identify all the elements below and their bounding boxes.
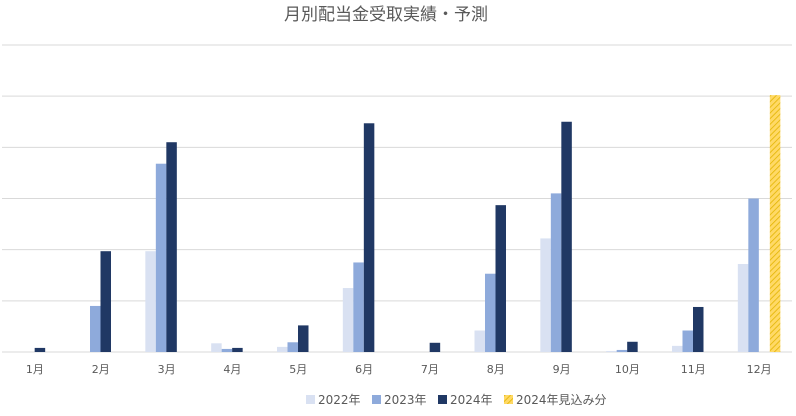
bar-2022年-6月 xyxy=(342,288,354,352)
legend-swatch xyxy=(372,395,381,404)
bar-2022年-3月 xyxy=(145,251,156,352)
bar-2023年-9月 xyxy=(550,193,562,352)
x-tick-label: 1月 xyxy=(26,363,44,376)
x-tick-label: 2月 xyxy=(92,363,110,376)
bar-2024年-11月 xyxy=(693,306,704,352)
bar-2024年-3月 xyxy=(166,142,177,352)
x-tick-label: 3月 xyxy=(158,363,176,376)
bar-2023年-10月 xyxy=(616,349,628,352)
bar-2024年見込み分-12月 xyxy=(769,95,781,352)
bar-2024年-1月 xyxy=(34,347,46,352)
legend-label: 2024年 xyxy=(450,393,493,407)
bar-2023年-12月 xyxy=(748,198,759,352)
bar-2022年-11月 xyxy=(672,345,683,352)
x-tick-label: 10月 xyxy=(615,363,640,376)
legend-label: 2024年見込み分 xyxy=(516,393,607,407)
legend-label: 2023年 xyxy=(384,393,427,407)
bar-2024年-7月 xyxy=(429,342,441,352)
x-tick-label: 6月 xyxy=(355,363,373,376)
bar-2022年-9月 xyxy=(540,238,551,352)
x-tick-label: 7月 xyxy=(421,363,439,376)
bars xyxy=(34,95,781,352)
bar-2024年-2月 xyxy=(100,251,111,352)
bar-2024年-9月 xyxy=(561,121,572,352)
legend: 2022年 2023年 2024年 2024年見込み分 xyxy=(306,393,607,407)
bar-2024年-10月 xyxy=(627,341,638,352)
x-tick-label: 12月 xyxy=(747,363,772,376)
bar-2023年-6月 xyxy=(353,262,364,352)
bar-2023年-4月 xyxy=(221,348,233,352)
legend-swatch xyxy=(504,395,513,404)
x-tick-label: 5月 xyxy=(289,363,307,376)
x-tick-label: 8月 xyxy=(487,363,505,376)
bar-2022年-8月 xyxy=(474,330,485,352)
x-tick-label: 9月 xyxy=(553,363,571,376)
bar-2024年-4月 xyxy=(232,347,243,352)
chart-title: 月別配当金受取実績・予測 xyxy=(284,5,488,25)
x-axis-ticks: 1月 2月 3月 4月 5月 6月 7月 8月 9月 10月 11月 12月 xyxy=(26,363,772,376)
legend-swatch xyxy=(306,395,315,404)
bar-2022年-10月 xyxy=(606,350,617,352)
bar-2023年-8月 xyxy=(485,273,496,352)
bar-2022年-12月 xyxy=(737,263,749,352)
bar-2022年-4月 xyxy=(211,343,222,352)
x-tick-label: 11月 xyxy=(681,363,706,376)
bar-2023年-3月 xyxy=(155,163,167,352)
bar-2024年-6月 xyxy=(363,123,375,352)
legend-swatch xyxy=(438,395,447,404)
bar-2023年-2月 xyxy=(90,305,101,352)
bar-2024年-8月 xyxy=(495,205,506,352)
bar-2024年-5月 xyxy=(298,325,309,352)
legend-label: 2022年 xyxy=(318,393,361,407)
bar-2023年-11月 xyxy=(682,330,693,352)
gridlines xyxy=(2,44,792,353)
bar-2023年-5月 xyxy=(287,342,298,352)
x-tick-label: 4月 xyxy=(223,363,241,376)
bar-2022年-5月 xyxy=(277,346,288,352)
